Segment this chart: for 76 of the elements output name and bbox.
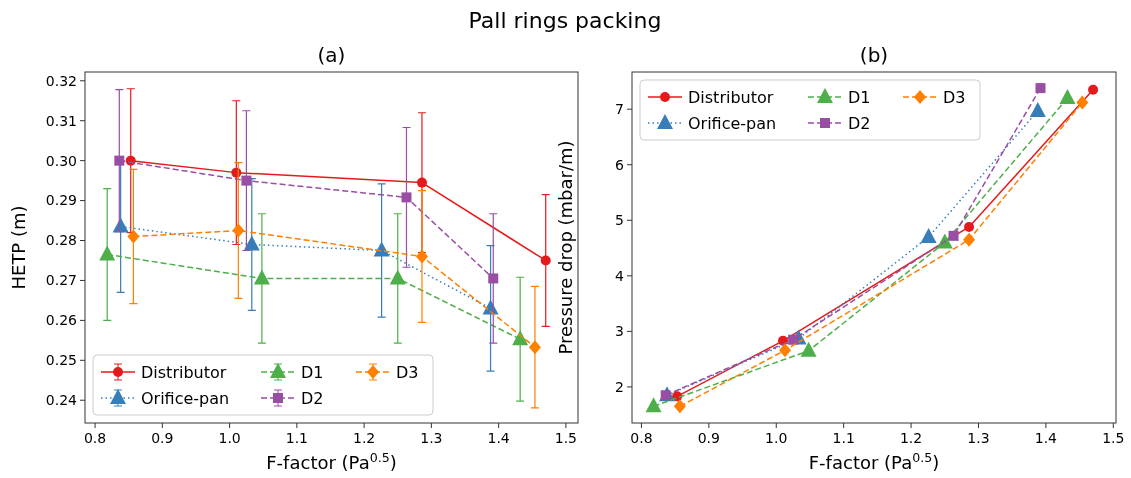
x-tick-label: 1.2 xyxy=(352,430,376,446)
point xyxy=(1035,83,1046,94)
y-axis-title: HETP (m) xyxy=(8,205,29,290)
x-tick-label: 0.8 xyxy=(83,430,107,446)
point xyxy=(389,269,406,285)
point xyxy=(99,245,116,261)
y-tick-label: 7 xyxy=(615,101,624,118)
y-tick-label: 5 xyxy=(615,212,624,229)
x-tick-label: 0.9 xyxy=(697,430,720,446)
y-tick-label: 0.25 xyxy=(45,352,77,369)
point xyxy=(920,227,937,243)
y-tick-label: 0.28 xyxy=(45,232,77,249)
point xyxy=(232,223,245,238)
point xyxy=(415,249,428,264)
x-tick-label: 1.3 xyxy=(967,430,990,446)
y-tick-label: 0.27 xyxy=(45,272,77,289)
point xyxy=(964,221,975,232)
y-tick-label: 2 xyxy=(615,378,624,395)
point xyxy=(800,341,817,357)
legend-label: D1 xyxy=(848,87,871,107)
x-tick-label: 1.5 xyxy=(1102,430,1125,446)
x-tick-label: 1.0 xyxy=(765,430,788,446)
text: Pall rings packing xyxy=(468,8,662,33)
point xyxy=(936,233,953,249)
legend-label: Orifice-pan xyxy=(141,388,230,408)
x-tick-label: 1.1 xyxy=(285,430,308,446)
legend-label: D1 xyxy=(301,362,324,382)
legend-label: Orifice-pan xyxy=(688,113,777,133)
y-tick-label: 0.31 xyxy=(45,112,77,129)
point xyxy=(416,177,427,188)
x-tick-label: 1.4 xyxy=(487,430,510,446)
point xyxy=(779,343,792,358)
y-tick-label: 0.26 xyxy=(45,312,78,329)
point xyxy=(948,230,959,241)
x-axis-title: F-factor (Pa$^{0.5}$) xyxy=(808,449,940,473)
chart-title: (a) xyxy=(317,43,346,67)
x-tick-label: 0.9 xyxy=(151,430,174,446)
x-tick-label: 1.3 xyxy=(420,430,443,446)
point xyxy=(401,192,412,203)
point xyxy=(488,273,499,284)
x-tick-label: 1.1 xyxy=(832,430,855,446)
legend-label: Distributor xyxy=(688,87,774,107)
x-tick-label: 0.8 xyxy=(630,430,653,446)
x-tick-label: 1.0 xyxy=(218,430,241,446)
chart-title: (b) xyxy=(859,43,889,67)
point xyxy=(127,229,140,244)
legend-label: D2 xyxy=(301,388,324,408)
y-tick-label: 0.32 xyxy=(45,72,77,89)
x-tick-label: 1.4 xyxy=(1034,430,1058,446)
point xyxy=(1076,95,1089,110)
y-tick-label: 6 xyxy=(615,156,625,173)
legend-label: D2 xyxy=(848,113,871,133)
point xyxy=(673,399,686,414)
point xyxy=(1088,84,1099,95)
y-tick-label: 0.29 xyxy=(45,192,77,209)
point xyxy=(540,255,551,266)
point xyxy=(528,340,541,355)
legend-label: D3 xyxy=(396,362,419,382)
point xyxy=(1029,101,1046,117)
y-tick-label: 3 xyxy=(615,323,624,340)
y-axis-title: Pressure drop (mbar/m) xyxy=(555,140,576,355)
x-tick-label: 1.5 xyxy=(554,430,578,446)
x-axis-title: F-factor (Pa$^{0.5}$) xyxy=(266,449,397,473)
point xyxy=(963,232,976,247)
point xyxy=(253,269,270,285)
point xyxy=(645,397,662,413)
legend-label: D3 xyxy=(943,87,966,107)
x-tick-label: 1.2 xyxy=(899,430,923,446)
y-tick-label: 0.24 xyxy=(45,392,78,409)
y-tick-label: 0.30 xyxy=(45,152,77,169)
point xyxy=(114,155,125,166)
point xyxy=(1059,89,1076,105)
point xyxy=(241,175,252,186)
y-tick-label: 4 xyxy=(615,267,625,284)
legend-label: Distributor xyxy=(141,362,227,382)
point xyxy=(243,235,260,251)
